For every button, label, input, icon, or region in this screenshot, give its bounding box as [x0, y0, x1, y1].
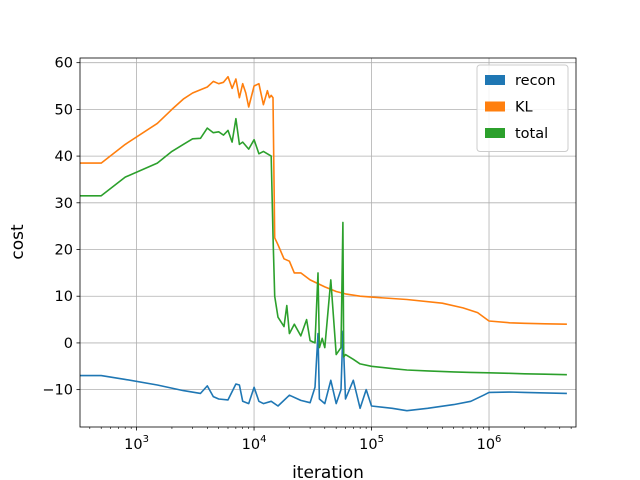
x-tick-label-base: 10 [477, 437, 495, 453]
y-tick-label: 40 [55, 149, 73, 165]
y-tick-label: 10 [55, 289, 73, 305]
plot-frame [79, 57, 577, 428]
x-tick-label-exponent: 3 [143, 434, 149, 445]
x-axis-title: iteration [292, 463, 364, 480]
x-tick-label-base: 10 [124, 437, 142, 453]
x-tick-label: 104 [242, 434, 267, 453]
legend-label-total: total [515, 126, 548, 142]
legend-swatch-recon [485, 75, 505, 85]
legend-label-KL: KL [515, 100, 533, 116]
legend-swatch-total [485, 128, 505, 138]
y-tick-label: 20 [55, 243, 73, 259]
x-tick-label-exponent: 5 [378, 434, 384, 445]
series-lines [80, 75, 567, 412]
legend-label-recon: recon [515, 73, 556, 89]
legend: recon KL total [476, 64, 569, 152]
x-tick-label: 105 [359, 434, 384, 453]
series-line-recon [80, 330, 567, 412]
y-tick-label: 60 [55, 56, 73, 72]
y-tick-label: 30 [55, 196, 73, 212]
x-tick-label-base: 10 [242, 437, 260, 453]
x-tick-label-exponent: 6 [495, 434, 501, 445]
x-tick-label-base: 10 [359, 437, 377, 453]
series-line-total [80, 117, 567, 376]
x-tick-label: 106 [477, 434, 502, 453]
y-tick-label: 0 [64, 336, 73, 352]
y-tick-label: −10 [42, 383, 73, 399]
x-tick-label: 103 [124, 434, 149, 453]
y-axis-title: cost [8, 224, 28, 260]
series-line-KL [80, 75, 567, 325]
legend-swatch-KL [485, 101, 505, 112]
x-tick-label-exponent: 4 [260, 434, 266, 445]
y-tick-label: 50 [55, 102, 73, 118]
